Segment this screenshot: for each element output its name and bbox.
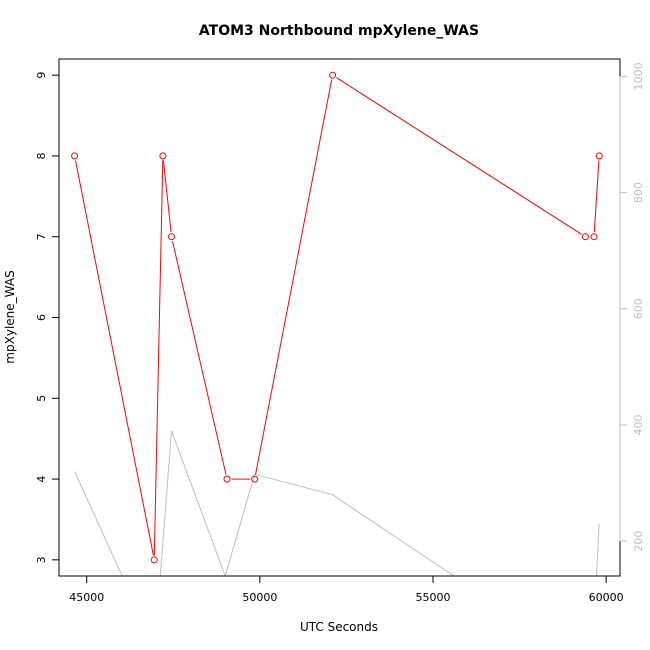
x-axis-label: UTC Seconds xyxy=(300,620,378,634)
y-tick-label: 7 xyxy=(35,233,48,240)
data-point xyxy=(223,475,231,483)
y-tick-label: 6 xyxy=(35,314,48,321)
data-point xyxy=(581,233,589,241)
mpxylene-series xyxy=(71,71,603,564)
mpxylene-segment xyxy=(593,160,600,233)
chart-title: ATOM3 Northbound mpXylene_WAS xyxy=(199,23,479,39)
data-point xyxy=(168,233,175,241)
y-tick-label: 8 xyxy=(35,152,48,159)
y-tick-label: 3 xyxy=(35,556,48,563)
data-point xyxy=(329,71,337,79)
x-tick-label: 60000 xyxy=(589,591,624,604)
x-tick-label: 55000 xyxy=(416,591,451,604)
altitude-line xyxy=(74,430,600,576)
altitude-series xyxy=(74,430,600,576)
data-point xyxy=(159,152,167,160)
x-axis: 45000 50000 55000 60000 xyxy=(69,575,624,604)
y2-tick-label: 200 xyxy=(632,531,645,552)
y-tick-label: 4 xyxy=(35,476,48,483)
y2-axis: 200 400 600 800 1000 xyxy=(619,62,645,552)
mpxylene-segment xyxy=(255,79,333,475)
y-axis: 3 4 5 6 7 8 9 xyxy=(35,72,60,563)
y2-tick-label: 800 xyxy=(632,182,645,203)
mpxylene-segment xyxy=(336,77,582,235)
x-tick-label: 50000 xyxy=(242,591,277,604)
x-tick-label: 45000 xyxy=(69,591,104,604)
y-axis-label: mpXylene_WAS xyxy=(3,270,17,363)
y2-tick-label: 600 xyxy=(632,298,645,319)
data-point xyxy=(150,556,158,564)
mpxylene-segment xyxy=(153,160,164,556)
y-tick-label: 5 xyxy=(35,395,48,402)
y2-tick-label: 1000 xyxy=(632,62,645,90)
y-tick-label: 9 xyxy=(35,72,48,79)
data-point xyxy=(590,233,598,241)
y2-tick-label: 400 xyxy=(632,414,645,435)
data-point xyxy=(595,152,603,160)
mpxylene-segment xyxy=(162,160,172,233)
data-point xyxy=(251,475,259,483)
mpxylene-segment xyxy=(75,160,154,556)
mpxylene-segment xyxy=(172,240,227,475)
data-point xyxy=(71,152,79,160)
plot-frame xyxy=(58,58,621,577)
